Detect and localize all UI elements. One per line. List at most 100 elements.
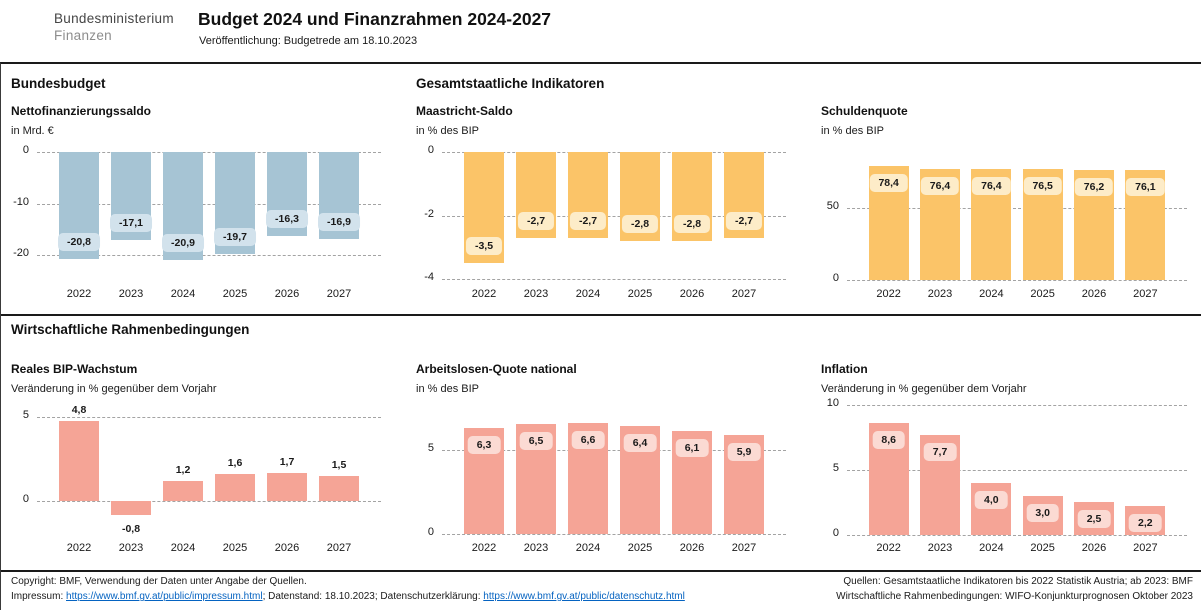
x-tick-2023: 2023 xyxy=(927,542,953,554)
bar-value-label: 1,5 xyxy=(331,459,347,472)
bar-value-label: 4,8 xyxy=(71,403,87,416)
x-tick-2025: 2025 xyxy=(1030,288,1055,300)
chart-title: Schuldenquote xyxy=(821,104,908,118)
gridline xyxy=(847,535,1187,536)
impressum-link[interactable]: https://www.bmf.gv.at/public/impressum.h… xyxy=(66,591,263,602)
chart-nettofinanzierungssaldo: Nettofinanzierungssaldo in Mrd. € 0 -10 -2… xyxy=(11,102,389,317)
bar-value-label: 76,2 xyxy=(1074,177,1114,196)
ministry-name: Bundesministerium Finanzen xyxy=(54,10,174,44)
ministry-line1: Bundesministerium xyxy=(54,11,174,26)
x-tick-2026: 2026 xyxy=(679,542,705,554)
bar-2026 xyxy=(267,472,307,502)
bar-value-label: 6,4 xyxy=(623,434,657,453)
bar-value-label: 5,9 xyxy=(727,442,761,461)
page-subtitle: Veröffentlichung: Budgetrede am 18.10.20… xyxy=(199,35,418,47)
x-axis-labels: 2022 2023 2024 2025 2026 2027 xyxy=(53,542,365,556)
dashboard-body: Bundesbudget Gesamtstaatliche Indikatore… xyxy=(0,62,1201,610)
bar-value-label: 2,2 xyxy=(1129,514,1162,533)
x-tick-2023: 2023 xyxy=(523,288,549,300)
impressum-label: Impressum: xyxy=(11,591,67,602)
bar-value-label: -16,3 xyxy=(266,210,308,229)
bar-value-label: 1,7 xyxy=(279,455,295,468)
gridline xyxy=(37,501,381,503)
x-tick-2027: 2027 xyxy=(326,542,352,554)
chart-title: Nettofinanzierungssaldo xyxy=(11,104,152,118)
bars-row: 4,8 -0,8 1,2 1,6 1,7 1,5 xyxy=(53,404,365,535)
bar-value-label: 76,4 xyxy=(972,177,1011,196)
chart-plot: 5 0 6,3 6,5 6,6 6,4 6,1 5,9 2022 2023 2024 2025 2026… xyxy=(428,416,786,554)
chart-schuldenquote: Schuldenquote in % des BIP 50 0 78,4 76,4 76… xyxy=(821,102,1195,317)
bars-row: -20,8 -17,1 -20,9 -19,7 -16,3 -16,9 xyxy=(53,152,365,267)
x-tick-2025: 2025 xyxy=(222,288,248,300)
footer-left: Copyright: BMF, Verwendung der Daten unt… xyxy=(11,574,685,604)
chart-unit-label: Veränderung in % gegenüber dem Vorjahr xyxy=(11,383,217,395)
chart-reales-bip-wachstum: Reales BIP-Wachstum Veränderung in % geg… xyxy=(11,360,389,575)
x-tick-2023: 2023 xyxy=(118,542,144,554)
gridline xyxy=(847,404,1187,406)
bar-2025 xyxy=(215,474,255,502)
x-tick-2022: 2022 xyxy=(66,542,92,554)
chart-plot: 5 0 4,8 -0,8 1,2 1,6 1,7 1,5 2022 2023 2024 2025 202… xyxy=(23,404,381,554)
copyright-text: Copyright: BMF, Verwendung der Daten unt… xyxy=(11,576,307,587)
bar-value-label: 78,4 xyxy=(869,174,908,193)
bar-value-label: -0,8 xyxy=(121,522,141,535)
bar-value-label: 1,6 xyxy=(227,457,243,470)
bar-value-label: -20,8 xyxy=(58,233,100,252)
x-axis-labels: 2022 2023 2024 2025 2026 2027 xyxy=(863,542,1171,556)
bar-value-label: 6,5 xyxy=(519,432,553,451)
x-axis-labels: 2022 2023 2024 2025 2026 2027 xyxy=(863,288,1171,302)
y-axis-tick: 5 xyxy=(427,441,434,454)
bar-value-label: -2,8 xyxy=(673,214,711,233)
chart-title: Inflation xyxy=(821,362,868,376)
x-tick-2024: 2024 xyxy=(575,542,601,554)
bar-value-label: 76,5 xyxy=(1023,177,1062,196)
bars-row: 78,4 76,4 76,4 76,5 76,2 76,1 xyxy=(863,164,1171,280)
x-tick-2026: 2026 xyxy=(1081,542,1107,554)
gridline xyxy=(847,280,1187,281)
y-axis-tick: -2 xyxy=(424,207,434,220)
bar-value-label: -2,8 xyxy=(621,214,659,233)
x-axis-labels: 2022 2023 2024 2025 2026 2027 xyxy=(458,542,770,556)
chart-unit-label: in % des BIP xyxy=(416,125,479,137)
bar-value-label: 2,5 xyxy=(1077,510,1111,529)
section-title-bundesbudget: Bundesbudget xyxy=(11,76,106,91)
x-tick-2027: 2027 xyxy=(731,542,757,554)
x-tick-2024: 2024 xyxy=(575,288,601,300)
x-tick-2023: 2023 xyxy=(523,542,549,554)
bar-value-label: 1,2 xyxy=(175,464,191,477)
x-tick-2026: 2026 xyxy=(679,288,705,300)
gridline xyxy=(37,203,381,205)
gridline xyxy=(442,279,786,280)
bar-2024 xyxy=(163,481,203,502)
chart-inflation: Inflation Veränderung in % gegenüber dem… xyxy=(821,360,1195,575)
footer-divider xyxy=(1,570,1201,572)
bar-value-label: -3,5 xyxy=(465,237,503,256)
chart-plot: 50 0 78,4 76,4 76,4 76,5 76,2 76,1 2022 2023 2024 2… xyxy=(827,164,1187,300)
chart-title: Arbeitslosen-Quote national xyxy=(416,362,577,376)
x-axis-labels: 2022 2023 2024 2025 2026 2027 xyxy=(458,288,770,302)
x-tick-2023: 2023 xyxy=(118,288,144,300)
gridline xyxy=(442,534,786,535)
x-tick-2025: 2025 xyxy=(222,542,248,554)
bar-value-label: -19,7 xyxy=(214,227,256,246)
y-axis-tick: 0 xyxy=(832,527,839,539)
chart-unit-label: in % des BIP xyxy=(821,125,884,137)
x-tick-2027: 2027 xyxy=(1133,542,1158,554)
x-tick-2024: 2024 xyxy=(170,288,196,300)
x-tick-2024: 2024 xyxy=(170,542,196,554)
chart-maastricht-saldo: Maastricht-Saldo in % des BIP 0 -2 -4 -3,5-… xyxy=(416,102,794,317)
datenschutz-link[interactable]: https://www.bmf.gv.at/public/datenschutz… xyxy=(483,591,685,602)
chart-title: Reales BIP-Wachstum xyxy=(11,362,138,376)
y-axis-tick: 50 xyxy=(826,199,839,212)
sources-line1: Quellen: Gesamtstaatliche Indikatoren bi… xyxy=(843,576,1193,587)
chart-unit-label: Veränderung in % gegenüber dem Vorjahr xyxy=(821,383,1027,395)
gridline xyxy=(442,215,786,217)
x-tick-2027: 2027 xyxy=(326,288,352,300)
datenstand-text: ; Datenstand: 18.10.2023; Datenschutzerk… xyxy=(262,591,484,602)
bar-value-label: 6,3 xyxy=(467,435,501,454)
section-title-wirtschaftliche-rahmenbedingungen: Wirtschaftliche Rahmenbedingungen xyxy=(11,322,250,337)
x-tick-2022: 2022 xyxy=(876,288,901,300)
bar-value-label: 6,6 xyxy=(571,430,605,449)
y-axis-tick: 0 xyxy=(22,493,29,506)
gridline xyxy=(847,469,1187,471)
